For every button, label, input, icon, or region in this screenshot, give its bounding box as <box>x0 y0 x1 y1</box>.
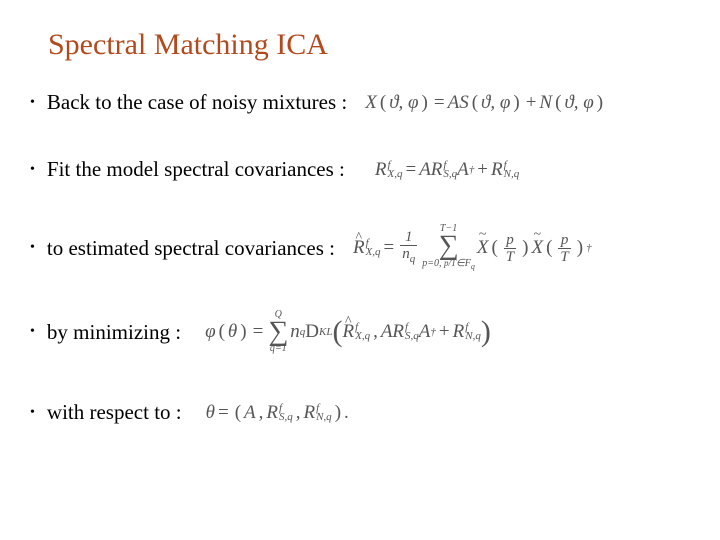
bullet-row-1: • Back to the case of noisy mixtures : X… <box>48 90 688 115</box>
bullet-row-2: • Fit the model spectral covariances : R… <box>48 157 688 182</box>
bullet-dot: • <box>30 325 35 339</box>
bullet-dot: • <box>30 96 35 110</box>
formula-4: φ(θ)= Q∑q=1 nqDKL ( RfX,q , ARfS,qA† + R… <box>205 310 491 354</box>
bullet-text-1: Back to the case of noisy mixtures : <box>47 90 347 115</box>
bullet-dot: • <box>30 163 35 177</box>
bullet-text-3: to estimated spectral covariances : <box>47 236 335 261</box>
bullet-text-2: Fit the model spectral covariances : <box>47 157 345 182</box>
bullet-row-3: • to estimated spectral covariances : Rf… <box>48 224 688 272</box>
slide-title: Spectral Matching ICA <box>48 28 688 62</box>
bullet-row-5: • with respect to : θ=(A, RfS,q, RfN,q). <box>48 400 688 425</box>
bullet-row-4: • by minimizing : φ(θ)= Q∑q=1 nqDKL ( Rf… <box>48 310 688 354</box>
bullet-text-5: with respect to : <box>47 400 182 425</box>
bullet-dot: • <box>30 241 35 255</box>
bullet-dot: • <box>30 406 35 420</box>
formula-5: θ=(A, RfS,q, RfN,q). <box>206 402 349 424</box>
formula-2: RfX,q = ARfS,qA† + RfN,q <box>375 159 519 181</box>
formula-1: X(ϑ, φ)=AS(ϑ, φ)+N(ϑ, φ) <box>365 92 606 114</box>
formula-3: RfX,q = 1nq T−1∑p=0, p/T∈Fq X(pT) X(pT)† <box>353 224 592 272</box>
bullet-text-4: by minimizing : <box>47 320 181 345</box>
